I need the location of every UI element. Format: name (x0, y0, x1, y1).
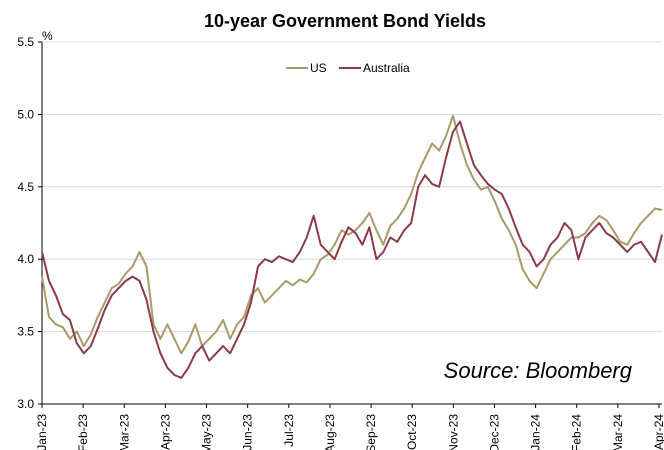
x-tick-label: Apr-23 (158, 414, 172, 450)
x-tick-label: Mar-24 (611, 414, 625, 450)
x-tick-label: Nov-23 (446, 414, 460, 450)
x-tick-label: Feb-24 (570, 414, 584, 450)
series-line-us (41, 114, 663, 355)
source-annotation: Source: Bloomberg (444, 358, 633, 383)
y-tick-label: 5.0 (17, 107, 34, 121)
x-tick-label: Dec-23 (487, 414, 501, 450)
chart-title: 10-year Government Bond Yields (204, 11, 486, 31)
y-tick-label: 4.0 (17, 252, 34, 266)
x-tick-label: Jan-24 (529, 414, 543, 450)
legend: US Australia (286, 61, 410, 75)
x-tick-label: Jun-23 (241, 414, 255, 450)
x-tick-label: Aug-23 (323, 414, 337, 450)
y-tick-label: 3.0 (17, 397, 34, 411)
x-tick-label: Oct-23 (405, 414, 419, 450)
legend-label-australia: Australia (363, 61, 410, 75)
y-axis-unit-label: % (42, 29, 53, 43)
y-tick-label: 3.5 (17, 325, 34, 339)
x-tick-label: Sep-23 (364, 414, 378, 450)
x-tick-label: Mar-23 (117, 414, 131, 450)
series-lines (41, 114, 663, 379)
y-axis-ticks: 3.0 3.5 4.0 4.5 5.0 5.5 (17, 35, 42, 411)
y-tick-label: 4.5 (17, 180, 34, 194)
legend-label-us: US (310, 61, 327, 75)
series-line-australia (41, 120, 663, 379)
y-tick-label: 5.5 (17, 35, 34, 49)
x-tick-label: Jan-23 (35, 414, 49, 450)
x-tick-label: May-23 (200, 414, 214, 450)
x-tick-label: Feb-23 (76, 414, 90, 450)
x-axis-ticks: Jan-23 Feb-23 Mar-23 Apr-23 May-23 Jun-23 Jul-… (35, 404, 664, 450)
x-tick-label: Apr-24 (652, 414, 664, 450)
gridlines (41, 41, 662, 405)
x-tick-label: Jul-23 (282, 414, 296, 447)
